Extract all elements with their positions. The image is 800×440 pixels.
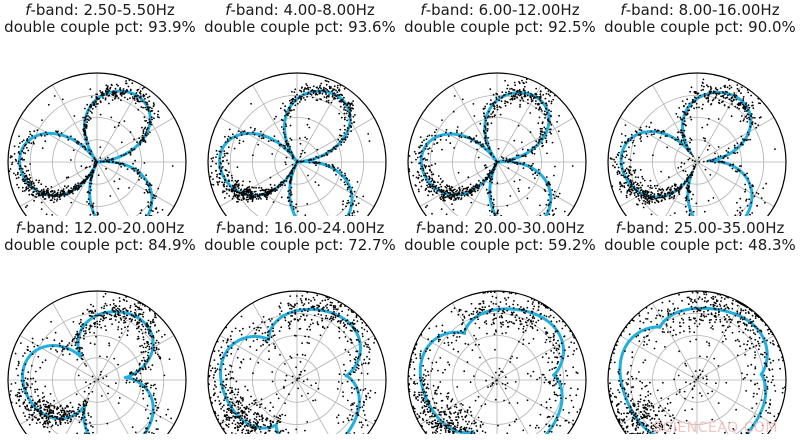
band-label: f-band: 25.00-35.00Hz bbox=[600, 220, 800, 237]
polar-frame bbox=[7, 290, 187, 434]
polar-plot bbox=[207, 290, 387, 434]
scatter-points bbox=[608, 291, 786, 434]
band-label: f-band: 2.50-5.50Hz bbox=[0, 2, 200, 19]
band-label: f-band: 6.00-12.00Hz bbox=[400, 2, 600, 19]
f-symbol: f bbox=[25, 1, 31, 19]
double-couple-label: double couple pct: 90.0% bbox=[604, 18, 796, 36]
panel-title: f-band: 6.00-12.00Hz double couple pct: 9… bbox=[400, 2, 600, 36]
f-symbol: f bbox=[420, 1, 426, 19]
panel-title: f-band: 12.00-20.00Hz double couple pct: … bbox=[0, 220, 200, 254]
scatter-points bbox=[9, 292, 173, 434]
band-range: -band: 12.00-20.00Hz bbox=[20, 219, 185, 237]
polar-frame bbox=[7, 72, 187, 216]
band-range: -band: 25.00-35.00Hz bbox=[620, 219, 785, 237]
scatter-points bbox=[8, 79, 174, 216]
polar-panel: f-band: 25.00-35.00Hz double couple pct: … bbox=[600, 218, 800, 438]
f-symbol: f bbox=[15, 219, 21, 237]
panel-title: f-band: 4.00-8.00Hz double couple pct: 93… bbox=[200, 2, 400, 36]
f-symbol: f bbox=[415, 219, 421, 237]
band-range: -band: 16.00-24.00Hz bbox=[220, 219, 385, 237]
double-couple-label: double couple pct: 59.2% bbox=[404, 236, 596, 254]
polar-plot bbox=[407, 290, 587, 434]
scatter-points bbox=[408, 78, 574, 216]
f-symbol: f bbox=[215, 219, 221, 237]
double-couple-label: double couple pct: 84.9% bbox=[4, 236, 196, 254]
f-symbol: f bbox=[620, 1, 626, 19]
band-label: f-band: 20.00-30.00Hz bbox=[400, 220, 600, 237]
band-label: f-band: 8.00-16.00Hz bbox=[600, 2, 800, 19]
panel-title: f-band: 20.00-30.00Hz double couple pct: … bbox=[400, 220, 600, 254]
double-couple-label: double couple pct: 48.3% bbox=[604, 236, 796, 254]
polar-panel: f-band: 6.00-12.00Hz double couple pct: 9… bbox=[400, 0, 600, 220]
band-label: f-band: 16.00-24.00Hz bbox=[200, 220, 400, 237]
scatter-points bbox=[208, 291, 377, 434]
fit-curve bbox=[618, 306, 769, 434]
fit-curve bbox=[18, 89, 154, 216]
polar-frame bbox=[607, 72, 787, 216]
polar-plot bbox=[7, 72, 187, 216]
polar-plot bbox=[607, 290, 787, 434]
band-range: -band: 20.00-30.00Hz bbox=[420, 219, 585, 237]
band-range: -band: 4.00-8.00Hz bbox=[230, 1, 375, 19]
panel-title: f-band: 8.00-16.00Hz double couple pct: 9… bbox=[600, 2, 800, 36]
band-label: f-band: 12.00-20.00Hz bbox=[0, 220, 200, 237]
band-range: -band: 8.00-16.00Hz bbox=[625, 1, 780, 19]
scatter-points bbox=[609, 78, 776, 216]
f-symbol: f bbox=[225, 1, 231, 19]
panel-title: f-band: 25.00-35.00Hz double couple pct: … bbox=[600, 220, 800, 254]
watermark: SCIENCEAQ.COM bbox=[653, 420, 778, 436]
f-symbol: f bbox=[615, 219, 621, 237]
band-range: -band: 2.50-5.50Hz bbox=[30, 1, 175, 19]
scatter-points bbox=[209, 79, 371, 216]
band-range: -band: 6.00-12.00Hz bbox=[425, 1, 580, 19]
polar-frame bbox=[207, 290, 387, 434]
polar-plot bbox=[407, 72, 587, 216]
polar-plot bbox=[7, 290, 187, 434]
panel-title: f-band: 2.50-5.50Hz double couple pct: 93… bbox=[0, 2, 200, 36]
polar-panel: f-band: 20.00-30.00Hz double couple pct: … bbox=[400, 218, 600, 438]
polar-panel: f-band: 12.00-20.00Hz double couple pct: … bbox=[0, 218, 200, 438]
polar-frame bbox=[207, 72, 387, 216]
fit-curve bbox=[218, 89, 354, 216]
band-label: f-band: 4.00-8.00Hz bbox=[200, 2, 400, 19]
double-couple-label: double couple pct: 92.5% bbox=[404, 18, 596, 36]
polar-frame bbox=[607, 290, 787, 434]
scatter-points bbox=[408, 291, 581, 434]
polar-plot bbox=[607, 72, 787, 216]
polar-panel: f-band: 8.00-16.00Hz double couple pct: 9… bbox=[600, 0, 800, 220]
double-couple-label: double couple pct: 72.7% bbox=[204, 236, 396, 254]
double-couple-label: double couple pct: 93.9% bbox=[4, 18, 196, 36]
polar-frame bbox=[407, 72, 587, 216]
polar-panel: f-band: 16.00-24.00Hz double couple pct: … bbox=[200, 218, 400, 438]
double-couple-label: double couple pct: 93.6% bbox=[204, 18, 396, 36]
polar-plot bbox=[207, 72, 387, 216]
polar-frame bbox=[407, 290, 587, 434]
panel-title: f-band: 16.00-24.00Hz double couple pct: … bbox=[200, 220, 400, 254]
polar-panel: f-band: 2.50-5.50Hz double couple pct: 93… bbox=[0, 0, 200, 220]
polar-panel: f-band: 4.00-8.00Hz double couple pct: 93… bbox=[200, 0, 400, 220]
